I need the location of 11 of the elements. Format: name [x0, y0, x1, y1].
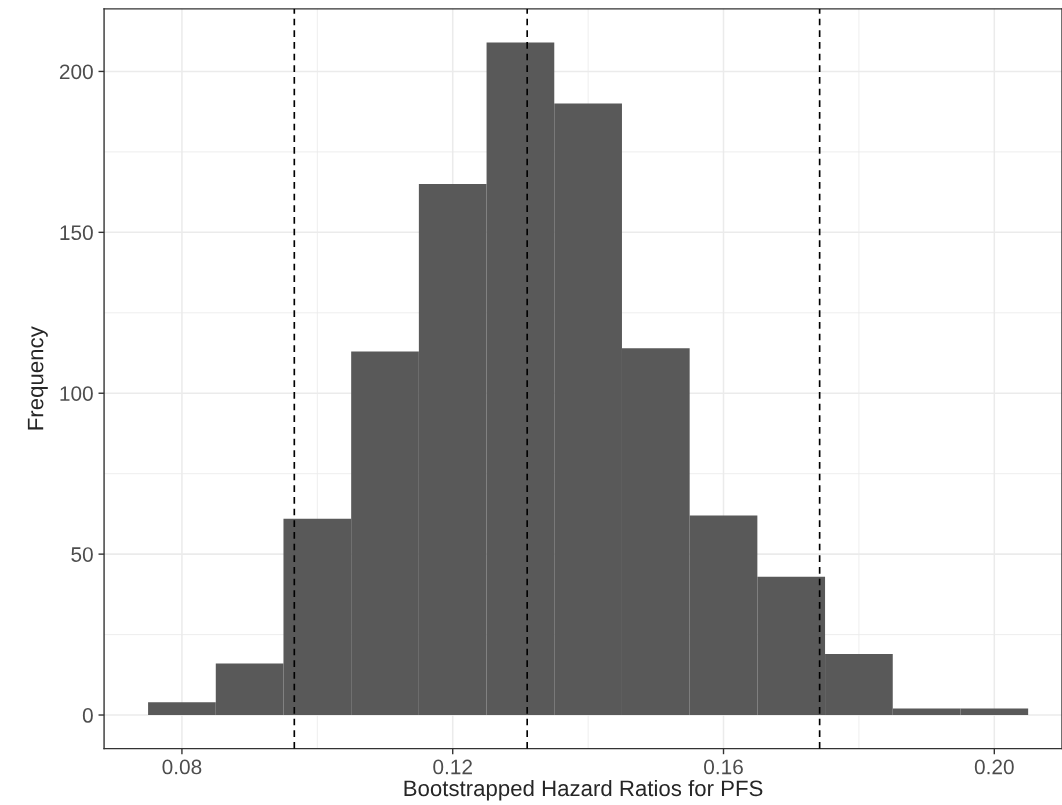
y-tick-label: 200 — [59, 64, 93, 80]
y-tick-label: 150 — [60, 225, 93, 241]
y-tick-label: 50 — [71, 547, 93, 562]
y-tick-label: 0 — [82, 708, 93, 723]
x-tick-label: 0.16 — [704, 759, 743, 775]
x-tick-label: 0.12 — [433, 759, 472, 775]
x-tick-label: 0.08 — [162, 759, 202, 775]
y-tick-label: 100 — [60, 386, 93, 401]
y-axis-title: Frequency — [27, 326, 48, 430]
x-tick-label: 0.20 — [974, 759, 1014, 775]
x-axis-title: Bootstrapped Hazard Ratios for PFS — [404, 779, 763, 801]
